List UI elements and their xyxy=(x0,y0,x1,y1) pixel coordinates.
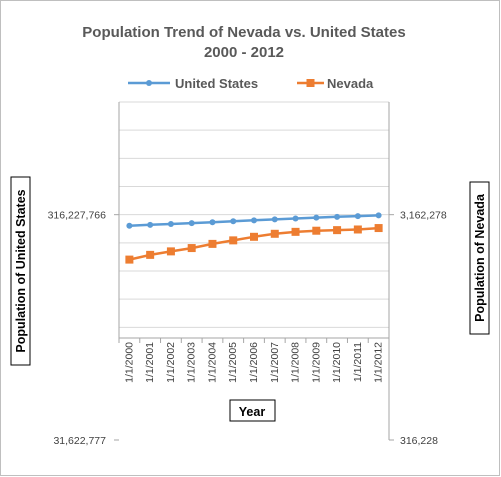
x-tick-label: 1/1/2008 xyxy=(290,342,302,383)
grid-lines xyxy=(119,101,389,328)
data-point xyxy=(291,227,300,236)
x-tick-label: 1/1/2007 xyxy=(269,342,281,383)
y-left-label-box xyxy=(10,176,31,366)
legend-label: Nevada xyxy=(327,76,374,91)
series-united-states xyxy=(126,212,382,229)
data-point xyxy=(333,226,342,235)
data-point xyxy=(270,229,279,238)
x-tick-label: 1/1/2002 xyxy=(165,342,177,383)
data-point xyxy=(250,232,258,241)
legend-marker xyxy=(306,79,315,87)
legend-marker xyxy=(146,80,152,86)
x-tick-label: 1/1/2000 xyxy=(123,342,135,383)
data-point xyxy=(230,218,237,225)
data-point xyxy=(312,226,321,235)
legend: United States Nevada xyxy=(128,76,374,91)
x-tick-labels: 1/1/2000 1/1/2001 1/1/2002 1/1/2003 1/1/2004… xyxy=(123,342,384,383)
x-tick-label: 1/1/2011 xyxy=(352,342,364,382)
data-point xyxy=(146,250,155,259)
x-tick-label: 1/1/2005 xyxy=(227,342,239,383)
data-point xyxy=(374,224,383,233)
x-tick-label: 1/1/2012 xyxy=(373,342,385,383)
chart-title-line2: 2000 - 2012 xyxy=(204,44,284,61)
x-axis-label: Year xyxy=(239,405,266,419)
series-nevada xyxy=(125,224,383,264)
data-point xyxy=(354,213,361,220)
data-point xyxy=(167,220,174,227)
x-tick-label: 1/1/2010 xyxy=(331,342,343,383)
data-point xyxy=(188,220,195,227)
data-point xyxy=(313,214,320,221)
axes xyxy=(118,102,390,440)
y-left-axis-label: Population of United States xyxy=(14,189,28,352)
legend-label: United States xyxy=(175,76,258,91)
data-point xyxy=(353,225,362,234)
chart-title-line1: Population Trend of Nevada vs. United St… xyxy=(82,24,405,41)
data-point xyxy=(125,255,134,264)
data-point xyxy=(166,247,175,256)
data-point xyxy=(251,217,257,224)
data-point xyxy=(229,236,238,245)
data-point xyxy=(126,222,133,229)
x-tick-label: 1/1/2004 xyxy=(206,342,218,383)
data-point xyxy=(375,212,382,219)
y-tick-labels: 31,622,777 316,227,766 316,228 3,162,278 xyxy=(48,210,447,447)
x-axis-label-box xyxy=(229,399,276,422)
data-point xyxy=(147,221,154,228)
x-tick-label: 1/1/2009 xyxy=(310,342,322,383)
x-tick-label: 1/1/2001 xyxy=(144,342,156,383)
data-point xyxy=(334,213,341,220)
y-right-label-box xyxy=(469,181,490,335)
x-tick-label: 1/1/2006 xyxy=(248,342,260,383)
x-tick-label: 1/1/2003 xyxy=(186,342,198,383)
data-point xyxy=(271,216,278,223)
y-left-tick-label: 316,227,766 xyxy=(48,210,107,222)
y-right-axis-label: Population of Nevada xyxy=(473,193,487,322)
series-layer xyxy=(125,212,383,264)
y-left-tick-label: 31,622,777 xyxy=(53,435,106,447)
y-right-tick-label: 316,228 xyxy=(400,435,438,447)
data-point xyxy=(208,239,217,248)
data-point xyxy=(187,244,196,253)
data-point xyxy=(209,219,216,226)
data-point xyxy=(292,215,299,222)
y-right-tick-label: 3,162,278 xyxy=(400,210,447,222)
